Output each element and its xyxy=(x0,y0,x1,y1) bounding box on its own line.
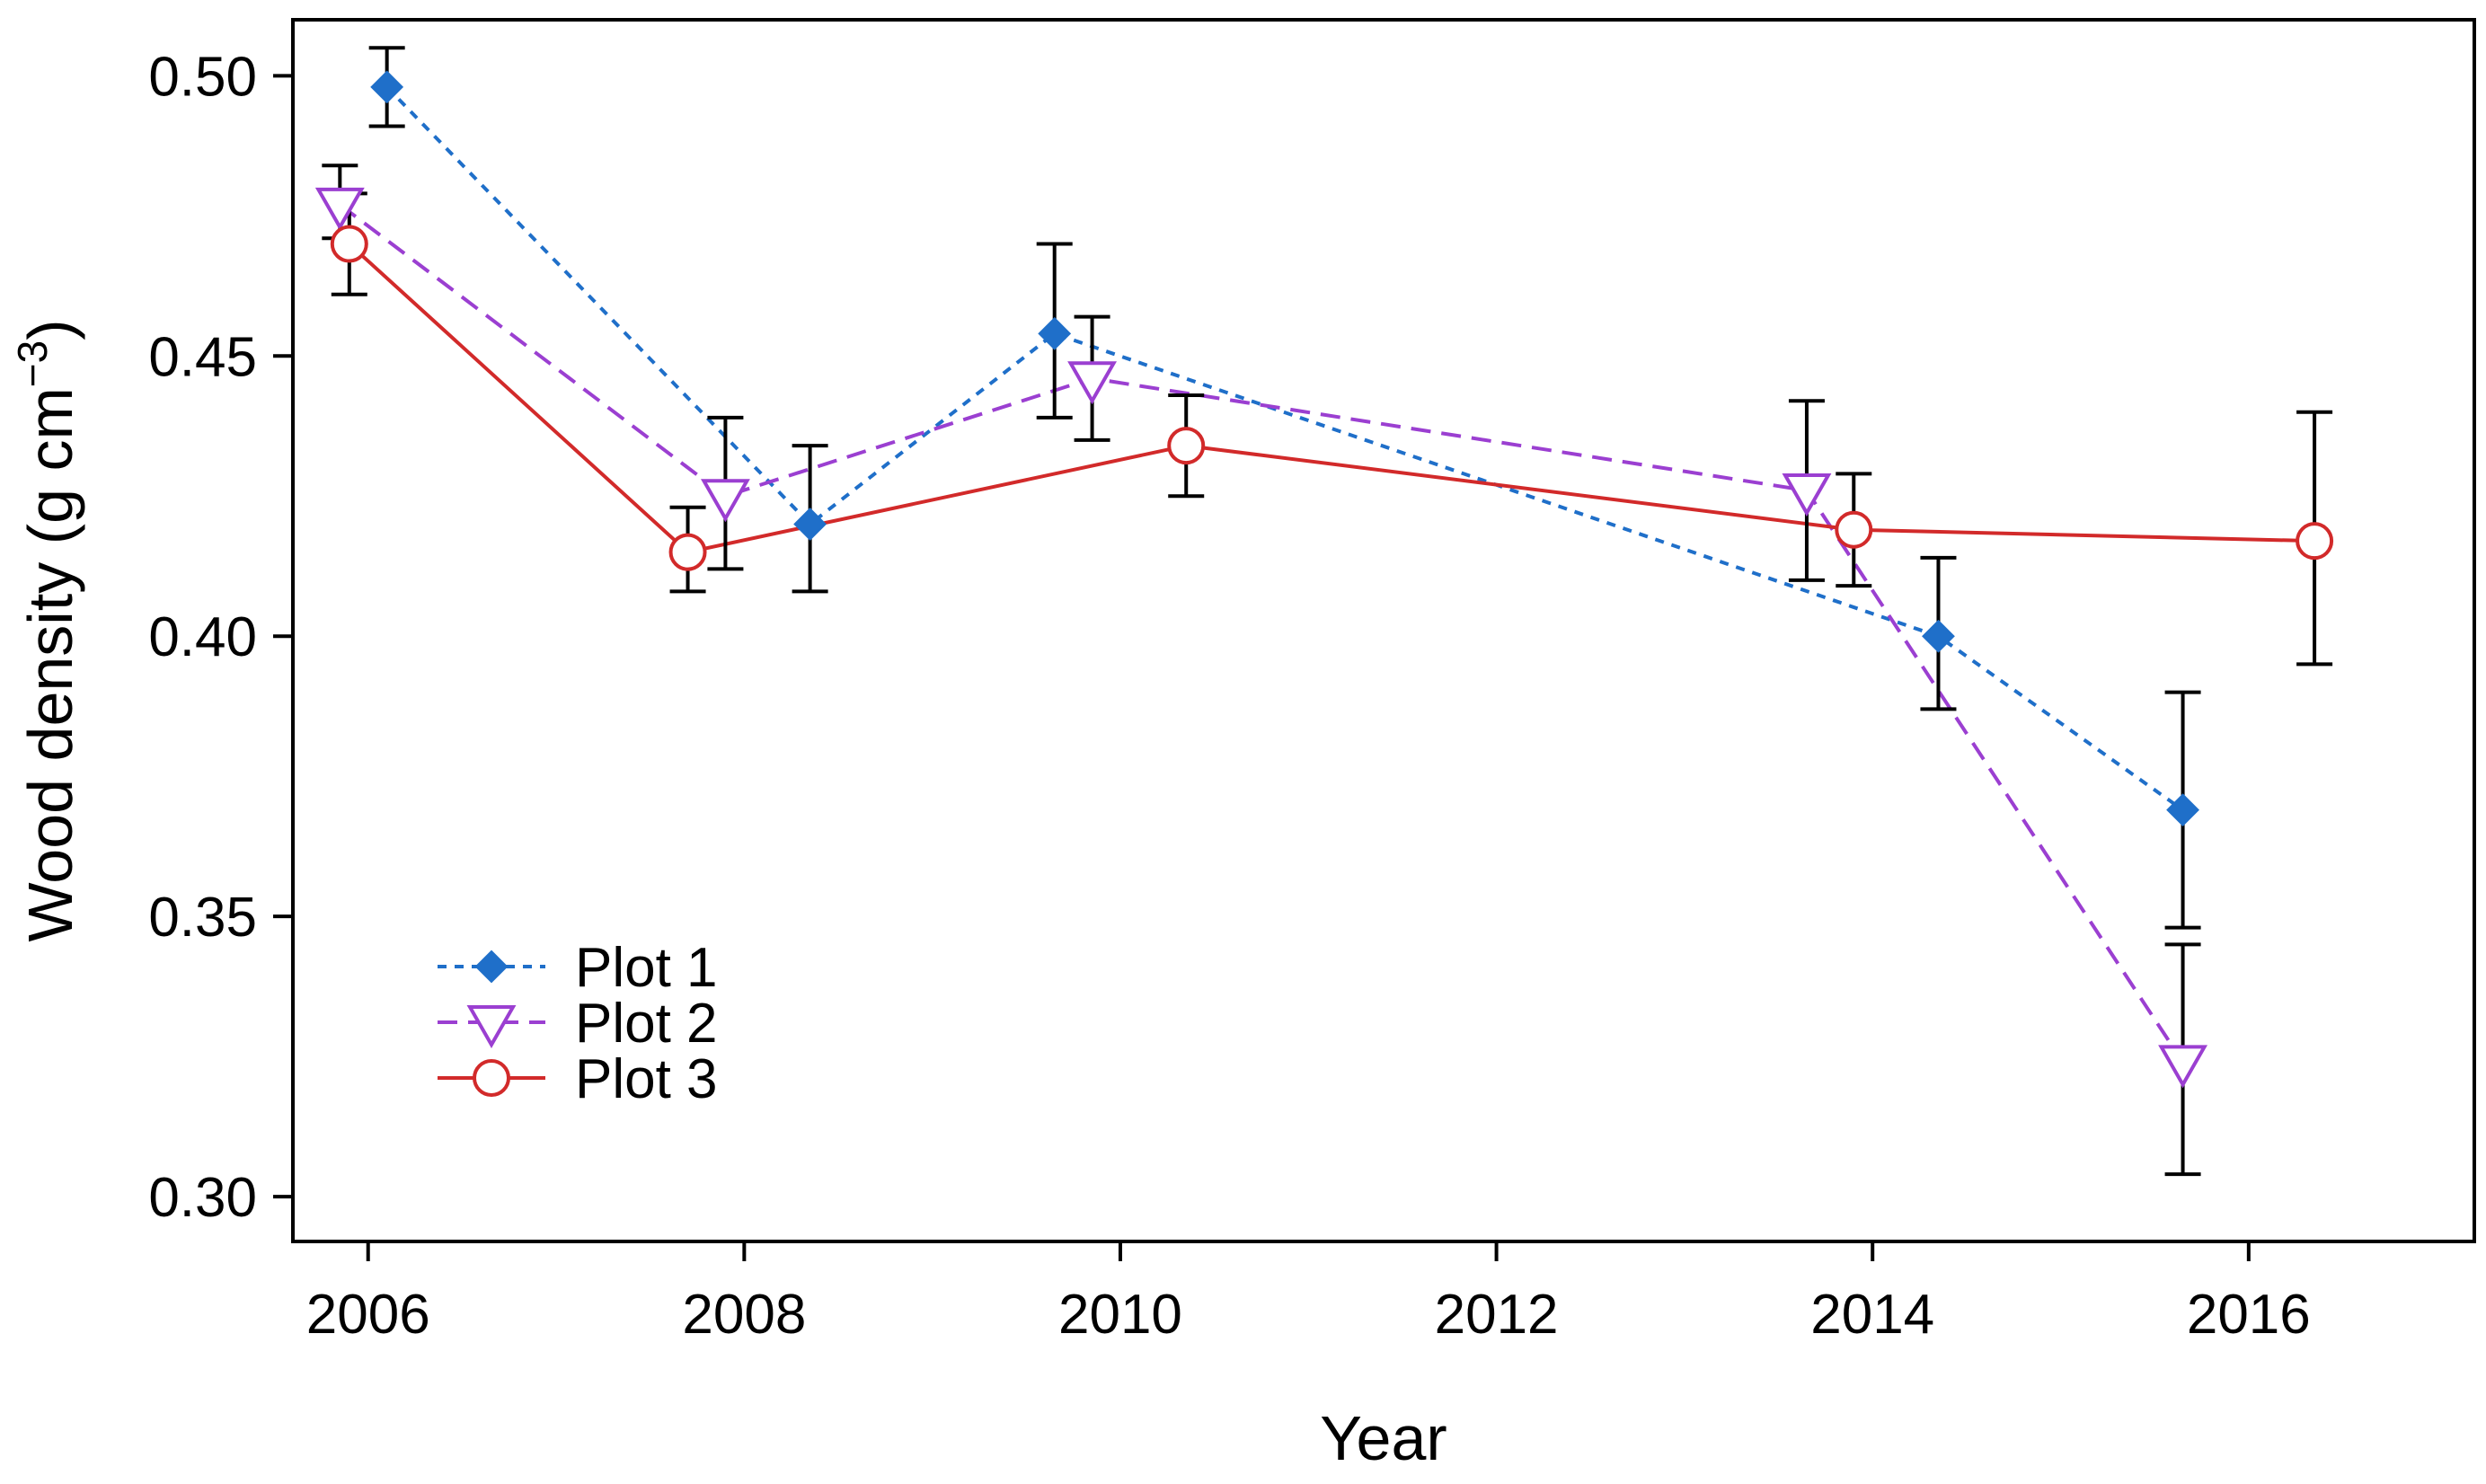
plot-3-point xyxy=(1835,510,1873,549)
plot-2-point xyxy=(314,187,365,231)
plot-3-point xyxy=(668,533,707,571)
plot-3-point xyxy=(1167,427,1206,465)
plot-2-point xyxy=(1067,361,1118,405)
legend-plot-2-marker xyxy=(466,1005,517,1049)
x-tick-label: 2016 xyxy=(2187,1284,2311,1346)
y-tick-label: 0.50 xyxy=(148,46,257,108)
x-tick-label: 2010 xyxy=(1058,1284,1182,1346)
marker-layer xyxy=(314,70,2334,1089)
plot-2-line xyxy=(339,203,2185,1064)
x-axis-title: Year xyxy=(1320,1403,1446,1473)
y-axis-title-close: ) xyxy=(15,319,85,340)
plot-frame xyxy=(291,18,2476,1243)
plot-2-point xyxy=(1782,473,1832,517)
x-tick-label: 2008 xyxy=(682,1284,806,1346)
y-tick-label: 0.40 xyxy=(148,606,257,668)
x-axis: 2006 2008 2010 2012 2014 2016 xyxy=(306,1241,2311,1346)
y-axis-title-main: Wood density (g cm xyxy=(15,387,85,941)
plot-1-point xyxy=(2166,793,2199,827)
x-tick-label: 2012 xyxy=(1435,1284,1559,1346)
x-tick-label: 2014 xyxy=(1810,1284,1934,1346)
legend-plot-3-label: Plot 3 xyxy=(575,1048,718,1110)
plot-1-point xyxy=(1922,619,1955,653)
y-tick-label: 0.30 xyxy=(148,1167,257,1229)
plot-1-point xyxy=(370,70,404,104)
plot-2-point xyxy=(2158,1045,2208,1089)
plot-1-line xyxy=(385,85,2184,812)
plot-1-point xyxy=(1038,316,1072,350)
plot-1-point xyxy=(793,508,827,541)
x-tick-label: 2006 xyxy=(306,1284,430,1346)
plot-3-point xyxy=(330,225,368,263)
y-tick-label: 0.35 xyxy=(148,887,257,949)
legend-plot-2-label: Plot 2 xyxy=(575,993,718,1055)
series-layer xyxy=(339,85,2315,1064)
plot-3-point xyxy=(2296,522,2334,561)
legend-plot-3-marker xyxy=(473,1059,510,1097)
y-axis-title-superscript: −3 xyxy=(9,340,56,387)
y-axis: 0.30 0.35 0.40 0.45 0.50 xyxy=(148,46,293,1229)
y-tick-label: 0.45 xyxy=(148,326,257,388)
legend-plot-1-label: Plot 1 xyxy=(575,937,718,999)
plot-3-line xyxy=(348,243,2315,554)
plot-2-point xyxy=(700,479,750,523)
y-axis-title: Wood density (g cm−3) xyxy=(9,319,85,941)
legend-plot-1-marker xyxy=(474,950,509,984)
